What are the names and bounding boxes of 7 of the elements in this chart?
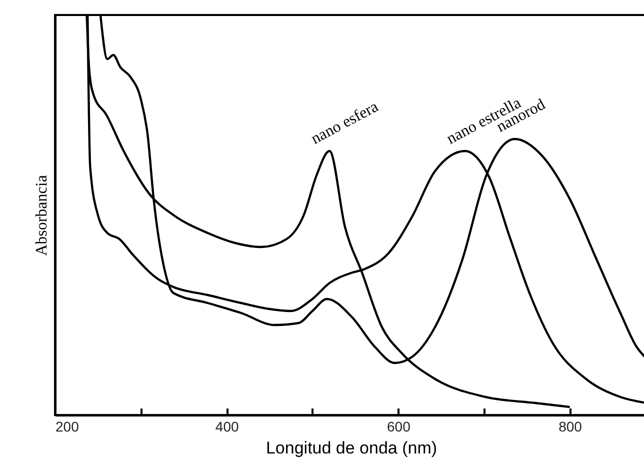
x-tick-label: 600 xyxy=(387,418,411,434)
annotation: nano esfera xyxy=(308,98,382,148)
y-axis-title: Absorbancia xyxy=(34,175,50,256)
x-axis-title: Longitud de onda (nm) xyxy=(266,438,438,458)
x-tick-label: 800 xyxy=(558,418,582,434)
x-tick-label: 400 xyxy=(215,418,239,434)
x-tick-label: 200 xyxy=(56,418,80,434)
